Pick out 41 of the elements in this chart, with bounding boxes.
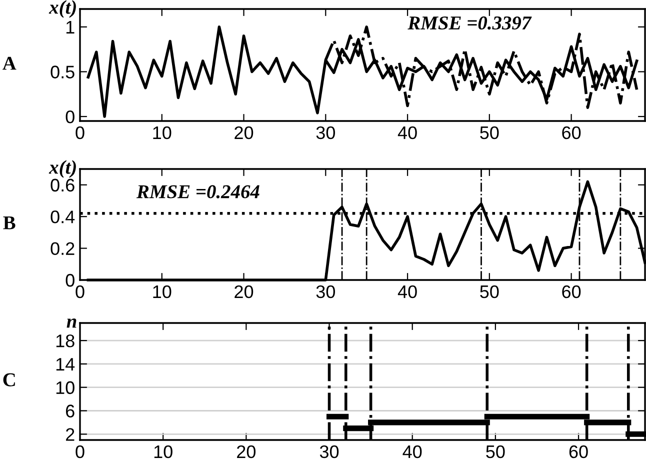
x-tick-label: 40 — [402, 445, 422, 458]
x-tick-label: 10 — [153, 285, 172, 298]
y-tick-label: 18 — [56, 334, 74, 348]
x-tick-label: 20 — [237, 445, 256, 458]
y-tick-label: 0.5 — [50, 66, 74, 78]
y-tick-label: 6 — [66, 404, 74, 418]
x-tick-label: 50 — [480, 285, 499, 298]
x-tick-label: 40 — [398, 126, 417, 140]
x-tick-label: 0 — [76, 126, 84, 140]
x-tick-label: 30 — [316, 285, 335, 298]
x-tick-label: 0 — [76, 445, 84, 458]
x-tick-label: 40 — [398, 285, 417, 298]
y-tick-label: 0.6 — [50, 178, 74, 192]
y-axis-title: n — [66, 318, 76, 328]
y-tick-label: 2 — [66, 428, 74, 441]
x-tick-label: 50 — [480, 126, 499, 140]
y-tick-label: 0.4 — [50, 210, 75, 224]
annotation: RMSE =0.3397 — [408, 16, 532, 30]
x-tick-label: 20 — [234, 285, 254, 298]
x-tick-label: 30 — [320, 445, 339, 458]
y-tick-label: 0 — [66, 274, 74, 287]
x-tick-label: 10 — [153, 126, 172, 140]
text: C — [3, 373, 15, 386]
y-tick-label: 10 — [56, 381, 74, 394]
y-tick-label: 0 — [66, 110, 74, 124]
x-tick-label: 10 — [154, 445, 172, 458]
text: B — [3, 216, 16, 230]
annotation: RMSE =0.2464 — [136, 185, 260, 198]
x-tick-label: 20 — [234, 126, 254, 140]
y-axis-title: x(t) — [48, 160, 76, 178]
x-tick-label: 60 — [562, 285, 581, 298]
y-tick-label: 14 — [56, 358, 75, 370]
y-axis-title: x(t) — [48, 0, 76, 18]
x-tick-label: 30 — [316, 126, 335, 140]
y-tick-label: 0.2 — [50, 242, 74, 256]
x-tick-label: 50 — [486, 445, 505, 458]
text: A — [2, 56, 16, 70]
x-tick-label: 0 — [76, 285, 84, 298]
x-tick-label: 60 — [562, 126, 581, 140]
y-tick-label: 1 — [66, 21, 74, 34]
x-tick-label: 60 — [569, 445, 588, 458]
